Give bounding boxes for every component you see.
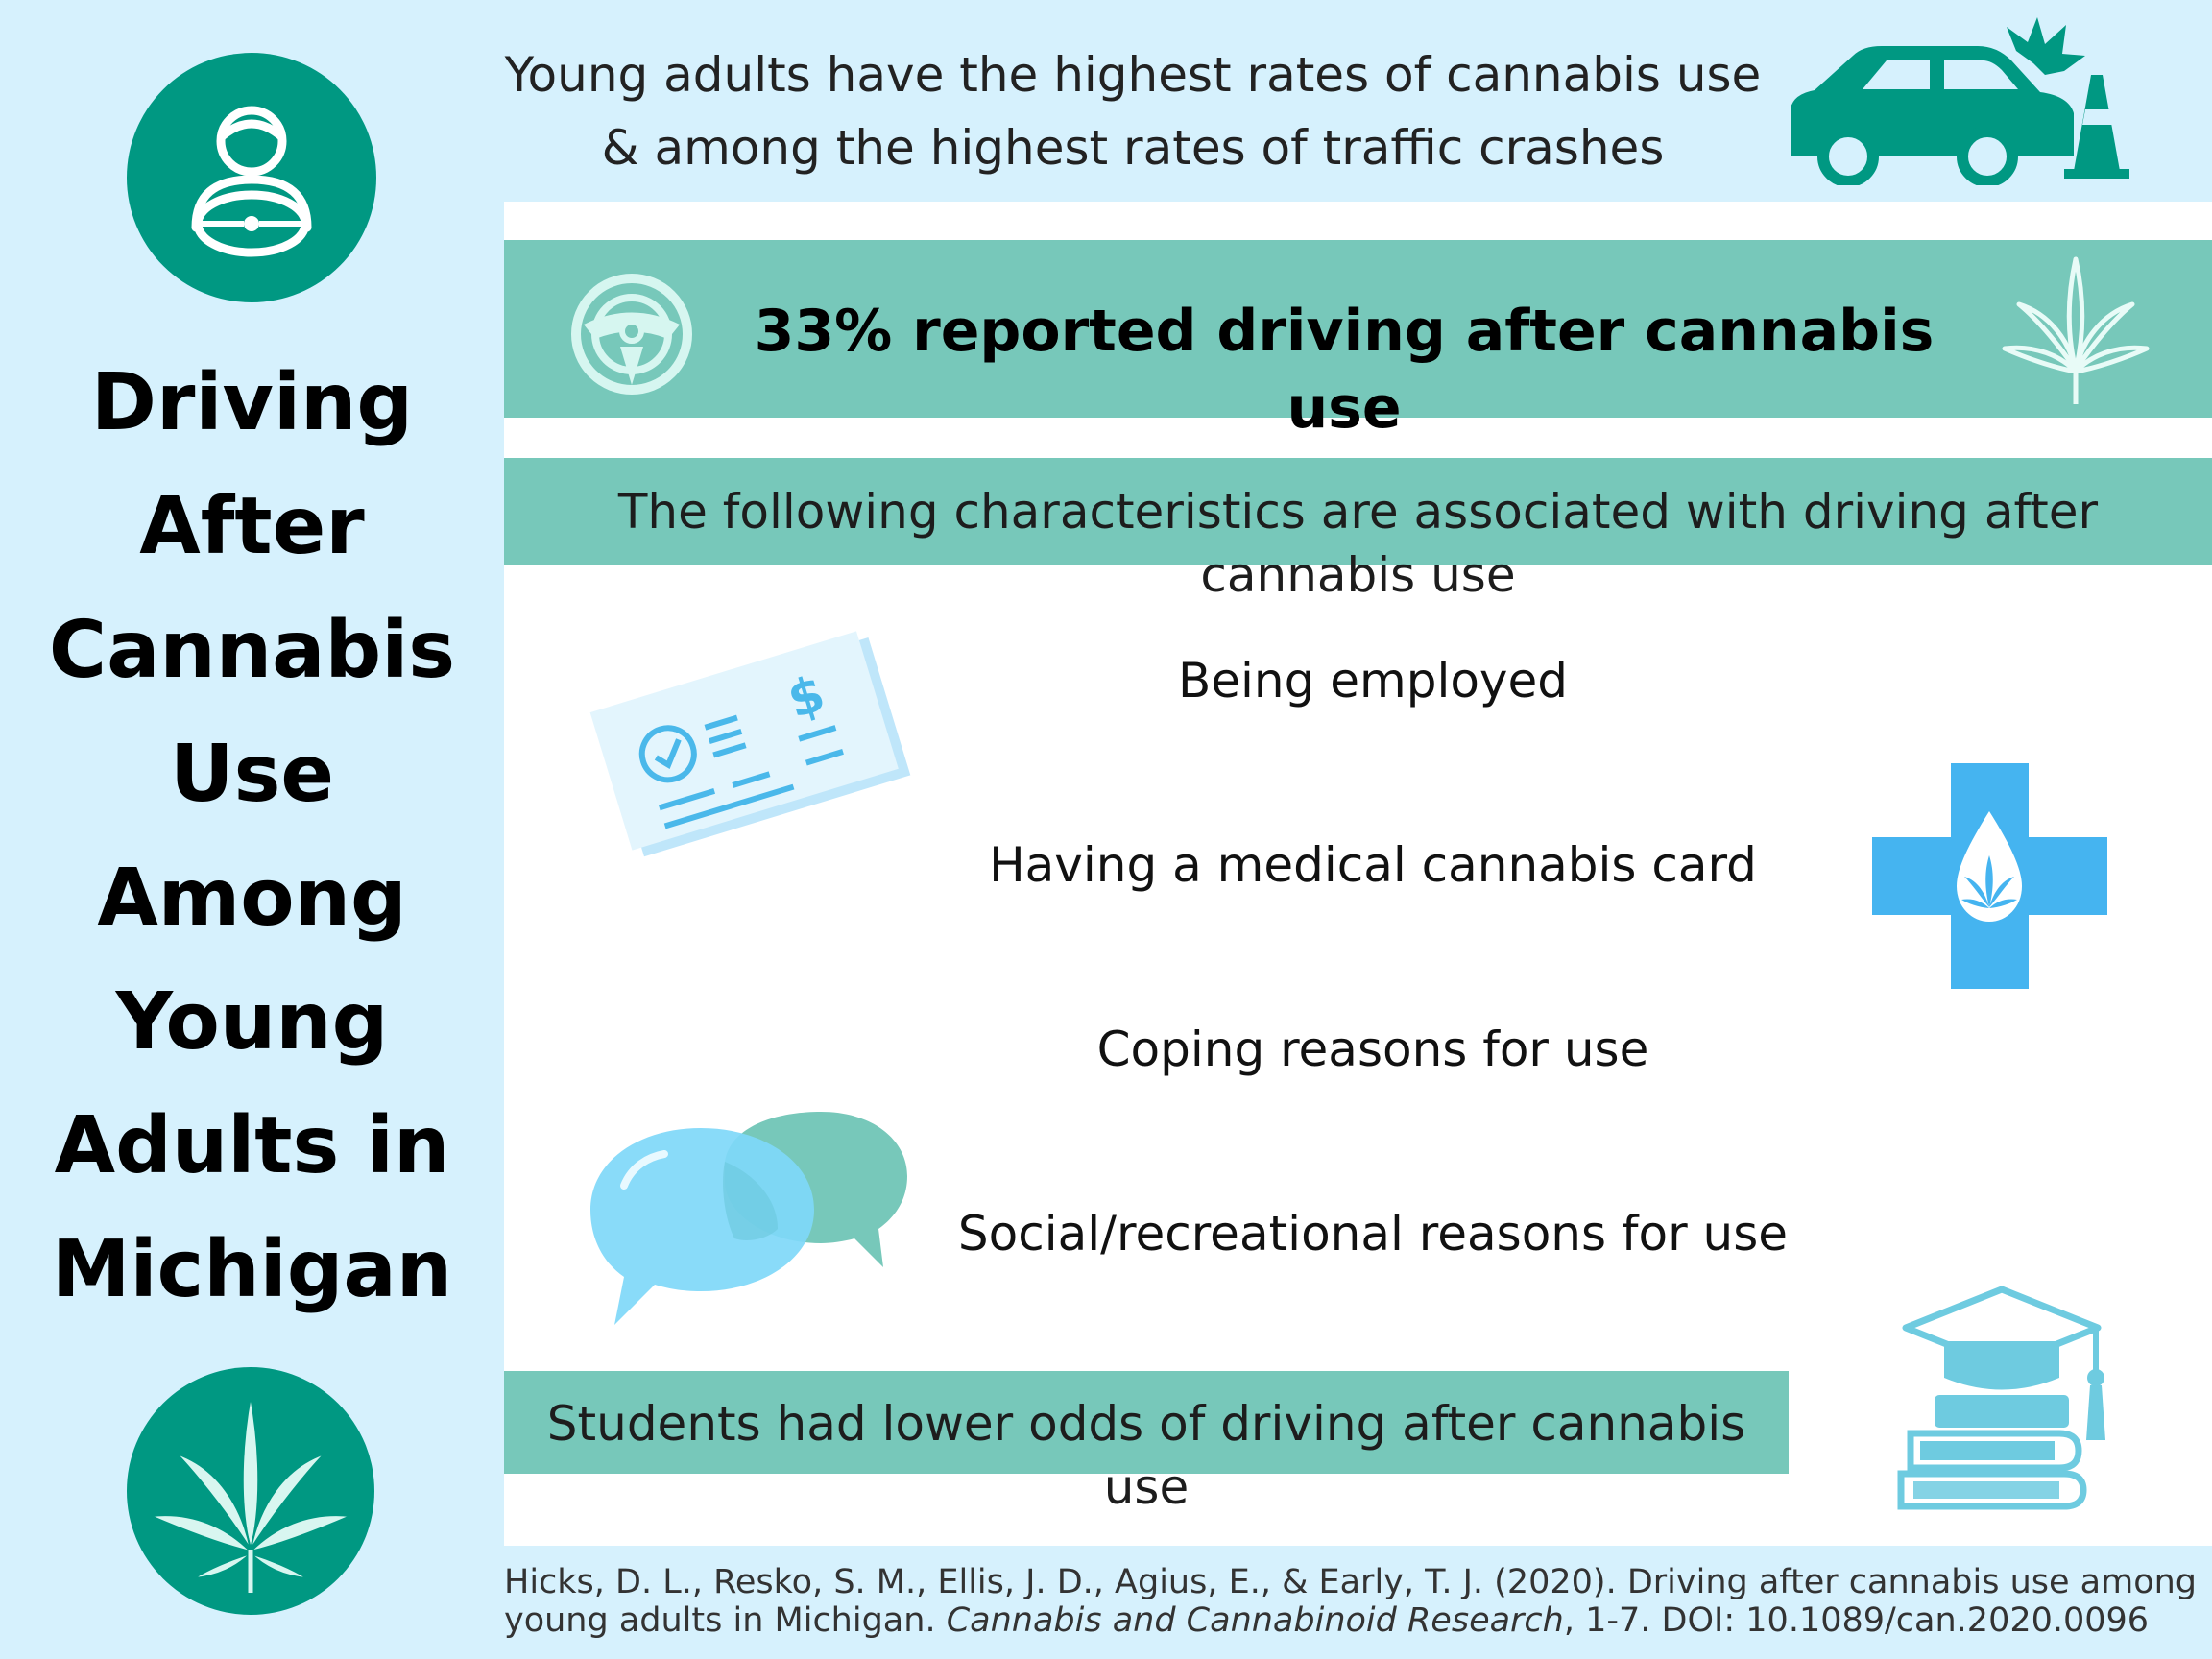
- title-line: Use: [169, 729, 334, 820]
- title-line: Cannabis: [48, 605, 456, 696]
- header-line-1: Young adults have the highest rates of c…: [504, 47, 1762, 103]
- characteristics-band: [504, 458, 2212, 565]
- title-line: Michigan: [51, 1224, 453, 1315]
- citation: Hicks, D. L., Resko, S. M., Ellis, J. D.…: [504, 1563, 2203, 1640]
- list-item: Being employed: [1177, 653, 1569, 709]
- citation-authors: Hicks, D. L., Resko, S. M., Ellis, J. D.…: [504, 1563, 2198, 1640]
- steering-wheel-icon: [565, 272, 699, 397]
- graduation-books-icon: [1896, 1282, 2107, 1512]
- page-title: Driving After Cannabis Use Among Young A…: [0, 341, 504, 1332]
- list-item: Coping reasons for use: [1096, 1022, 1649, 1077]
- characteristics-heading: The following characteristics are associ…: [617, 484, 2099, 603]
- students-band: [504, 1371, 1789, 1474]
- title-line: After: [139, 481, 365, 572]
- cannabis-circle-icon: [127, 1367, 374, 1615]
- medical-cross-icon: [1872, 763, 2107, 989]
- title-line: Young: [115, 976, 389, 1068]
- paycheck-icon: $: [586, 610, 912, 869]
- car-crash-icon: [1786, 17, 2131, 187]
- cannabis-leaf-icon: [2002, 254, 2151, 408]
- speech-bubbles-icon: [586, 1104, 912, 1330]
- list-item: Having a medical cannabis card: [989, 837, 1757, 893]
- citation-details: , 1-7. DOI: 10.1089/can.2020.0096: [1563, 1601, 2150, 1640]
- citation-journal: Cannabis and Cannabinoid Research: [946, 1601, 1564, 1640]
- driver-icon: [127, 53, 376, 302]
- header-line-2: & among the highest rates of traffic cra…: [601, 120, 1665, 176]
- list-item: Social/recreational reasons for use: [957, 1206, 1789, 1262]
- title-line: Driving: [90, 357, 414, 448]
- title-line: Among: [97, 853, 407, 944]
- header-text: Young adults have the highest rates of c…: [494, 38, 1771, 184]
- students-note: Students had lower odds of driving after…: [546, 1396, 1746, 1515]
- title-line: Adults in: [54, 1100, 450, 1191]
- stat-band: [504, 240, 2212, 418]
- stat-headline: 33% reported driving after cannabis use: [754, 298, 1935, 442]
